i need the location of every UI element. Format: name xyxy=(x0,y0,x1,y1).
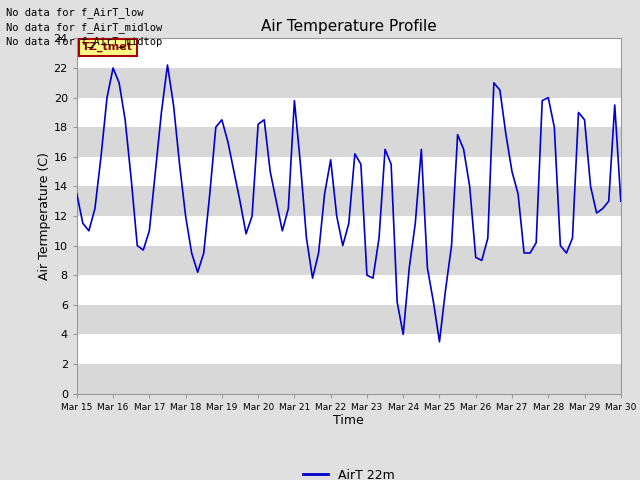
Text: No data for f_AirT_midtop: No data for f_AirT_midtop xyxy=(6,36,163,47)
Bar xyxy=(77,335,621,364)
Bar xyxy=(77,275,621,305)
Bar xyxy=(77,68,621,97)
Text: TZ_tmet: TZ_tmet xyxy=(82,42,133,52)
Text: No data for f_AirT_low: No data for f_AirT_low xyxy=(6,7,144,18)
Bar xyxy=(77,246,621,275)
Bar xyxy=(77,216,621,246)
X-axis label: Time: Time xyxy=(333,414,364,427)
Bar xyxy=(77,127,621,157)
Legend: AirT 22m: AirT 22m xyxy=(298,464,399,480)
Bar xyxy=(77,97,621,127)
Bar xyxy=(77,305,621,335)
Bar xyxy=(77,364,621,394)
Bar xyxy=(77,157,621,186)
Bar xyxy=(77,38,621,68)
Bar xyxy=(77,186,621,216)
Y-axis label: Air Termperature (C): Air Termperature (C) xyxy=(38,152,51,280)
Text: No data for f_AirT_midlow: No data for f_AirT_midlow xyxy=(6,22,163,33)
Title: Air Temperature Profile: Air Temperature Profile xyxy=(261,20,436,35)
